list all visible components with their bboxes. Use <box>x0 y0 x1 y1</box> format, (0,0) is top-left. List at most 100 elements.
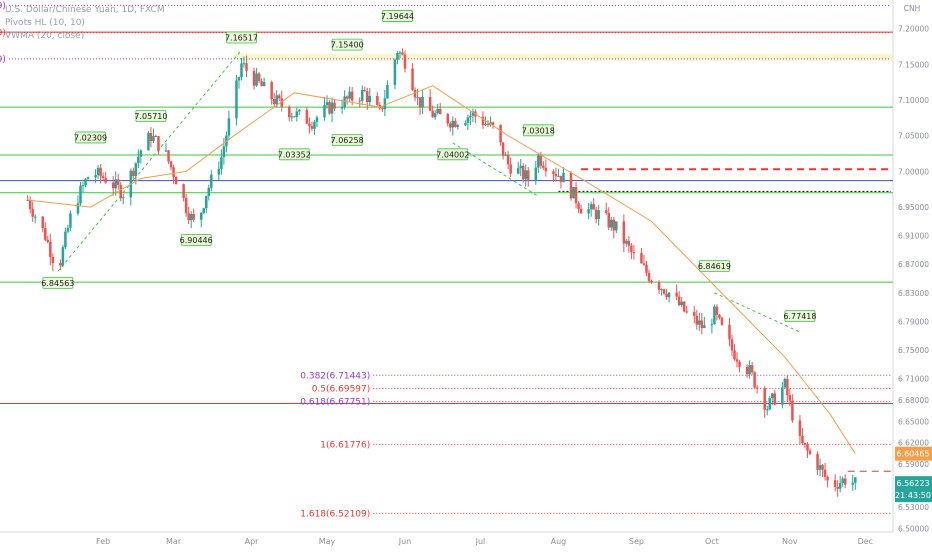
candle-body <box>411 68 414 90</box>
candle-body <box>436 108 439 114</box>
candle-body <box>662 289 666 294</box>
candle-body <box>604 210 608 213</box>
pivot-label-box <box>75 131 106 144</box>
trend-line <box>714 292 801 333</box>
time-axis-label: Feb <box>96 537 110 546</box>
candle-body <box>433 113 437 118</box>
time-axis-label: Jun <box>398 537 412 546</box>
pivot-label: 7.15400 <box>331 41 364 50</box>
candle-body <box>589 204 593 210</box>
price-tick-label: 6.79000 <box>898 317 929 326</box>
fib-level-label: 0.5(7.19439) <box>0 29 6 39</box>
candle-body <box>534 167 538 180</box>
pivot-label-box <box>180 234 212 246</box>
candle-body <box>376 95 379 105</box>
candle-body <box>728 324 731 340</box>
candle-body <box>577 203 580 209</box>
price-tick-label: 7.00000 <box>898 167 929 176</box>
symbol-title[interactable]: U.S. Dollar/Chinese Yuan, 1D, FXCM <box>5 5 165 15</box>
vwma-price-tag-text: 6.60465 <box>896 450 929 459</box>
candle-body <box>79 185 82 204</box>
candle-body <box>275 95 278 105</box>
candle-body <box>313 121 316 129</box>
price-tick-label: 6.71000 <box>898 374 929 383</box>
candle-body <box>368 95 372 103</box>
candle-body <box>615 221 618 231</box>
time-axis-label: Jul <box>475 537 486 546</box>
time-axis-label: Apr <box>245 537 260 546</box>
candle-body <box>594 209 598 220</box>
candle-body <box>542 165 545 168</box>
candle-body <box>49 241 52 258</box>
candle-body <box>398 52 402 54</box>
candle-body <box>416 97 419 99</box>
candle-body <box>801 435 804 444</box>
candle-body <box>562 172 565 183</box>
pivot-label: 7.05710 <box>134 112 167 121</box>
candle-body <box>456 125 460 127</box>
candle-body <box>222 146 226 158</box>
candle-body <box>660 289 663 291</box>
candle-body <box>210 174 213 188</box>
candle-body <box>86 177 90 180</box>
candle-body <box>59 263 62 266</box>
candle-body <box>753 372 756 388</box>
candle-body <box>554 173 558 177</box>
price-tick-label: 6.83000 <box>898 289 929 298</box>
candle-body <box>698 320 701 325</box>
candle-body <box>471 111 475 116</box>
candle-body <box>587 209 590 214</box>
price-tick-label: 6.53000 <box>898 503 929 512</box>
candle-body <box>484 123 487 126</box>
candle-body <box>333 102 336 109</box>
candle-body <box>81 185 85 187</box>
candle-body <box>101 176 105 179</box>
fib-highlight-band <box>233 53 893 61</box>
candle-body <box>627 240 631 246</box>
price-axis-currency: CNH <box>904 4 921 13</box>
candle-body <box>685 311 688 313</box>
candle-body <box>783 379 787 388</box>
candle-body <box>235 80 238 119</box>
candle-body <box>270 82 273 100</box>
candle-body <box>325 102 329 106</box>
candle-body <box>733 350 736 360</box>
candle-body <box>486 123 490 126</box>
candle-body <box>350 91 354 101</box>
candle-body <box>227 118 231 136</box>
candle-body <box>147 133 150 151</box>
candle-body <box>345 96 349 99</box>
candle-body <box>763 388 766 410</box>
candle-body <box>305 110 309 124</box>
candle-body <box>308 123 311 127</box>
candle-body <box>280 98 283 107</box>
candle-body <box>610 219 613 228</box>
indicator-vwma-label[interactable]: VWMA (20, close) <box>5 31 85 41</box>
candle-body <box>134 163 138 177</box>
candle-body <box>821 465 824 470</box>
candle-body <box>104 178 107 183</box>
candle-body <box>187 213 190 221</box>
candle-body <box>630 245 633 253</box>
candle-body <box>205 195 208 209</box>
indicator-pivots-label[interactable]: Pivots HL (10, 10) <box>5 18 85 28</box>
candle-body <box>323 105 326 118</box>
candle-body <box>755 387 759 389</box>
candle-body <box>76 203 80 214</box>
candle-body <box>172 167 175 178</box>
candle-body <box>157 136 160 151</box>
candle-body <box>680 301 683 305</box>
candle-body <box>524 170 527 180</box>
candle-body <box>94 175 97 178</box>
candle-body <box>667 292 671 298</box>
candle-body <box>808 450 812 454</box>
price-tick-label: 7.10000 <box>898 96 929 105</box>
candle-body <box>31 209 34 217</box>
pivot-label: 7.16517 <box>225 33 258 42</box>
candle-body <box>559 175 563 183</box>
candle-body <box>607 212 611 228</box>
candle-body <box>295 111 299 117</box>
pivot-label: 6.77418 <box>783 312 816 321</box>
candle-body <box>720 317 724 325</box>
